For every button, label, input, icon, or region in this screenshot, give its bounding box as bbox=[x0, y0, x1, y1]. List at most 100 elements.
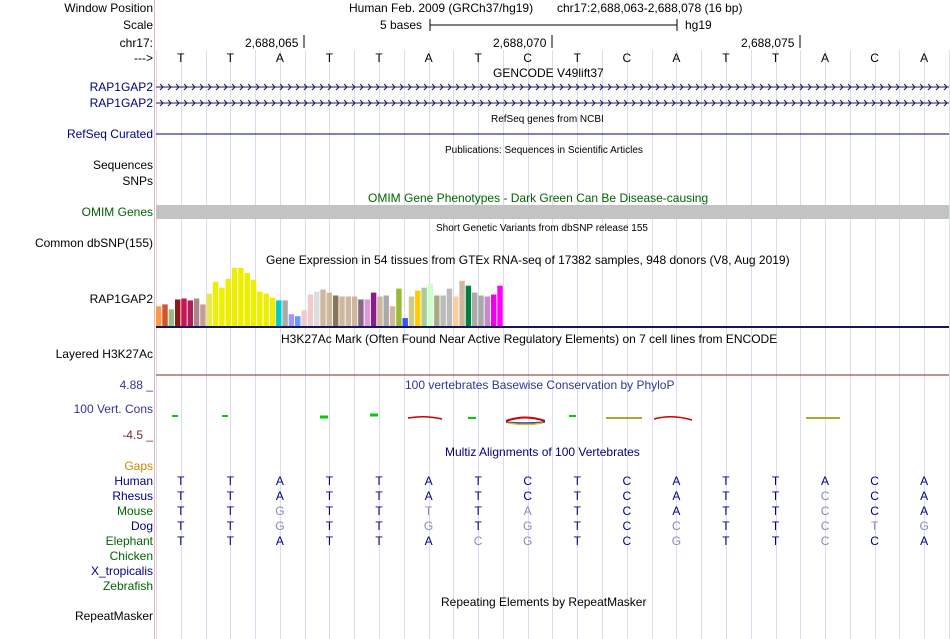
multiz-base: C bbox=[622, 519, 632, 533]
gtex-track-label[interactable]: RAP1GAP2 bbox=[89, 292, 153, 306]
gtex-tissue-bar[interactable] bbox=[326, 292, 333, 326]
multiz-base: T bbox=[474, 489, 482, 503]
gtex-tissue-bar[interactable] bbox=[307, 294, 314, 327]
refseq-track-label[interactable]: RefSeq Curated bbox=[66, 127, 153, 141]
gtex-tissue-bar[interactable] bbox=[364, 299, 371, 327]
gtex-tissue-bar[interactable] bbox=[427, 283, 434, 326]
gtex-tissue-bar[interactable] bbox=[383, 295, 389, 327]
multiz-base: A bbox=[920, 504, 929, 518]
gtex-tissue-bar[interactable] bbox=[168, 309, 175, 326]
gtex-tissue-bar[interactable] bbox=[257, 291, 263, 326]
gtex-tissue-bar[interactable] bbox=[282, 300, 288, 326]
gtex-tissue-bar[interactable] bbox=[446, 288, 453, 326]
gtex-tissue-bar[interactable] bbox=[288, 314, 295, 326]
multiz-base: T bbox=[474, 474, 482, 488]
gencode-track-label-2[interactable]: RAP1GAP2 bbox=[89, 96, 153, 110]
gtex-tissue-bar[interactable] bbox=[370, 292, 377, 326]
h3k27ac-track-label[interactable]: Layered H3K27Ac bbox=[55, 347, 153, 361]
gtex-tissue-bar[interactable] bbox=[453, 296, 459, 327]
multiz-species-label[interactable]: Chicken bbox=[109, 549, 153, 563]
multiz-base: T bbox=[722, 489, 730, 503]
gtex-tissue-bar[interactable] bbox=[231, 268, 238, 326]
gtex-tissue-bar[interactable] bbox=[320, 289, 326, 326]
gtex-tissue-bar[interactable] bbox=[389, 306, 396, 326]
gtex-tissue-bar[interactable] bbox=[421, 287, 427, 326]
gtex-tissue-bar[interactable] bbox=[225, 278, 231, 326]
gtex-tissue-bar[interactable] bbox=[478, 295, 484, 327]
multiz-species-label[interactable]: Rhesus bbox=[112, 489, 153, 503]
gtex-tissue-bar[interactable] bbox=[263, 293, 269, 326]
gtex-tissue-bar[interactable] bbox=[402, 318, 408, 326]
gtex-tissue-bar[interactable] bbox=[156, 306, 162, 326]
gtex-tissue-bar[interactable] bbox=[250, 279, 257, 326]
gtex-tissue-bar[interactable] bbox=[465, 285, 472, 326]
gtex-tissue-bar[interactable] bbox=[333, 295, 339, 327]
multiz-base: T bbox=[771, 474, 780, 488]
multiz-species-label[interactable]: Zebrafish bbox=[102, 579, 153, 593]
gtex-tissue-bar[interactable] bbox=[244, 272, 250, 326]
gtex-tissue-bar[interactable] bbox=[491, 294, 497, 327]
gtex-tissue-bar[interactable] bbox=[408, 296, 415, 327]
omim-phenotype-bar[interactable] bbox=[156, 205, 949, 219]
gtex-title: Gene Expression in 54 tissues from GTEx … bbox=[266, 253, 790, 267]
gtex-tissue-bar[interactable] bbox=[339, 296, 345, 327]
gtex-tissue-bar[interactable] bbox=[295, 316, 301, 326]
publications-snps-label[interactable]: SNPs bbox=[122, 174, 153, 188]
multiz-base: T bbox=[722, 534, 730, 548]
gencode-track-label-1[interactable]: RAP1GAP2 bbox=[89, 80, 153, 94]
gtex-tissue-bar[interactable] bbox=[200, 304, 206, 326]
multiz-base: G bbox=[919, 519, 929, 533]
gtex-tissue-bar[interactable] bbox=[276, 300, 282, 326]
gtex-tissue-bar[interactable] bbox=[497, 285, 503, 326]
multiz-base: T bbox=[375, 519, 383, 533]
gtex-tissue-bar[interactable] bbox=[181, 298, 187, 327]
publications-sequences-label[interactable]: Sequences bbox=[92, 158, 153, 172]
gtex-tissue-bar[interactable] bbox=[206, 293, 213, 326]
gencode-transcript[interactable] bbox=[156, 83, 949, 91]
gtex-tissue-bar[interactable] bbox=[358, 299, 364, 327]
gtex-tissue-bar[interactable] bbox=[162, 304, 168, 326]
gtex-tissue-bar[interactable] bbox=[434, 295, 440, 327]
gtex-tissue-bar[interactable] bbox=[415, 290, 421, 326]
gtex-tissue-bar[interactable] bbox=[459, 280, 465, 326]
multiz-base: T bbox=[424, 504, 433, 518]
omim-track-label[interactable]: OMIM Genes bbox=[81, 205, 153, 219]
multiz-base: T bbox=[226, 489, 234, 503]
gtex-tissue-bar[interactable] bbox=[269, 297, 276, 327]
gtex-tissue-bar[interactable] bbox=[193, 298, 200, 327]
gtex-tissue-bar[interactable] bbox=[396, 288, 402, 326]
multiz-species-label[interactable]: Elephant bbox=[105, 534, 153, 548]
multiz-species-label[interactable]: X_tropicalis bbox=[90, 564, 153, 578]
gtex-tissue-bar[interactable] bbox=[238, 268, 244, 326]
gtex-tissue-bar[interactable] bbox=[187, 300, 194, 326]
gtex-tissue-bar[interactable] bbox=[345, 296, 352, 327]
phylop-track-label[interactable]: 100 Vert. Cons bbox=[73, 402, 153, 416]
gtex-tissue-bar[interactable] bbox=[351, 296, 358, 327]
gencode-transcript[interactable] bbox=[156, 99, 949, 107]
gtex-tissue-bar[interactable] bbox=[472, 292, 478, 326]
repeatmasker-track-label[interactable]: RepeatMasker bbox=[74, 609, 153, 623]
gtex-tissue-bar[interactable] bbox=[377, 296, 383, 327]
gtex-tissue-bar[interactable] bbox=[440, 295, 446, 327]
multiz-species-label[interactable]: Human bbox=[114, 474, 153, 488]
gtex-tissue-bar[interactable] bbox=[212, 281, 219, 326]
multiz-base: A bbox=[275, 534, 284, 548]
gtex-tissue-bar[interactable] bbox=[314, 291, 320, 326]
multiz-base: T bbox=[226, 504, 234, 518]
multiz-base: T bbox=[771, 504, 780, 518]
multiz-base: T bbox=[722, 504, 730, 518]
multiz-species-label[interactable]: Mouse bbox=[116, 504, 153, 518]
gtex-tissue-bar[interactable] bbox=[219, 287, 225, 326]
gtex-tissue-bar[interactable] bbox=[484, 296, 491, 327]
multiz-gaps-label[interactable]: Gaps bbox=[124, 459, 153, 473]
multiz-base: T bbox=[722, 474, 730, 488]
dbsnp-track-label[interactable]: Common dbSNP(155) bbox=[34, 236, 153, 250]
gtex-tissue-bar[interactable] bbox=[301, 310, 307, 326]
multiz-species-label[interactable]: Dog bbox=[130, 519, 153, 533]
gtex-tissue-bar[interactable] bbox=[175, 299, 181, 327]
